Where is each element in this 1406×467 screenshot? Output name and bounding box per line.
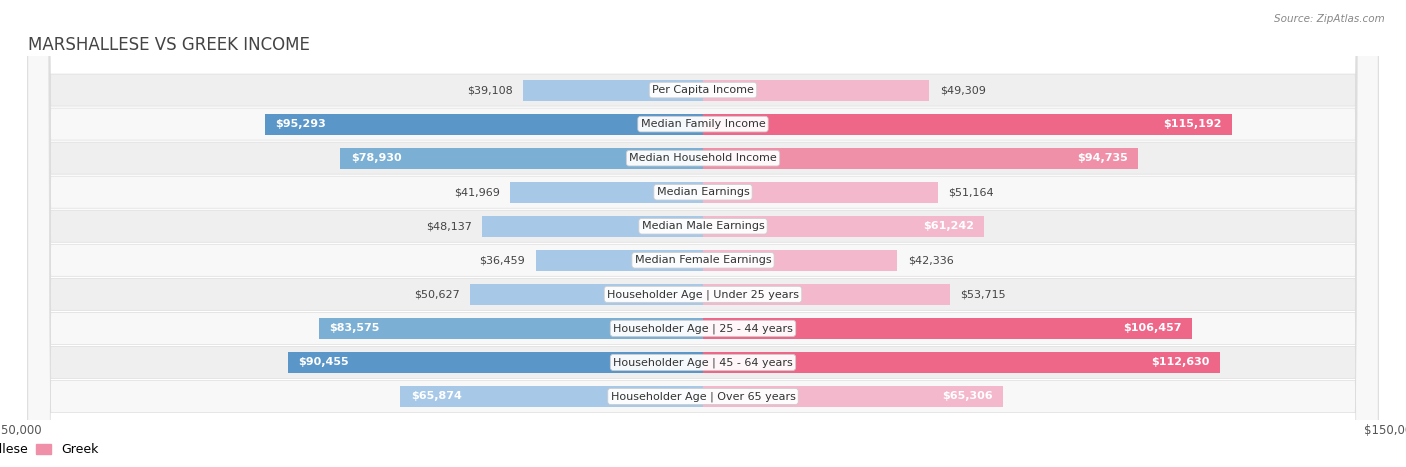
Text: $42,336: $42,336	[908, 255, 953, 265]
Text: $50,627: $50,627	[415, 290, 460, 299]
Text: $51,164: $51,164	[948, 187, 994, 197]
Bar	[703, 352, 1220, 373]
FancyBboxPatch shape	[28, 0, 1378, 467]
Text: Median Family Income: Median Family Income	[641, 119, 765, 129]
Bar	[340, 148, 703, 169]
Text: $49,309: $49,309	[939, 85, 986, 95]
Text: $94,735: $94,735	[1077, 153, 1128, 163]
Text: $83,575: $83,575	[329, 323, 380, 333]
FancyBboxPatch shape	[28, 0, 1378, 467]
FancyBboxPatch shape	[28, 0, 1378, 467]
Text: $90,455: $90,455	[298, 357, 349, 368]
Bar	[703, 182, 938, 203]
Text: Median Female Earnings: Median Female Earnings	[634, 255, 772, 265]
Text: $78,930: $78,930	[352, 153, 402, 163]
FancyBboxPatch shape	[28, 0, 1378, 467]
Text: $41,969: $41,969	[454, 187, 501, 197]
Bar	[523, 79, 703, 100]
Text: $95,293: $95,293	[276, 119, 326, 129]
Text: Householder Age | Under 25 years: Householder Age | Under 25 years	[607, 289, 799, 300]
Text: $39,108: $39,108	[467, 85, 513, 95]
Bar	[536, 250, 703, 271]
Bar	[482, 216, 703, 237]
Text: $48,137: $48,137	[426, 221, 471, 231]
Bar	[401, 386, 703, 407]
Text: $106,457: $106,457	[1123, 323, 1181, 333]
Text: Median Male Earnings: Median Male Earnings	[641, 221, 765, 231]
Bar	[703, 79, 929, 100]
FancyBboxPatch shape	[28, 0, 1378, 467]
Text: Householder Age | 45 - 64 years: Householder Age | 45 - 64 years	[613, 357, 793, 368]
Bar	[319, 318, 703, 339]
Text: MARSHALLESE VS GREEK INCOME: MARSHALLESE VS GREEK INCOME	[28, 36, 309, 54]
Text: Median Earnings: Median Earnings	[657, 187, 749, 197]
Bar	[703, 113, 1232, 134]
Bar	[266, 113, 703, 134]
Bar	[703, 386, 1002, 407]
Bar	[703, 216, 984, 237]
Text: Householder Age | Over 65 years: Householder Age | Over 65 years	[610, 391, 796, 402]
Bar	[510, 182, 703, 203]
Text: $115,192: $115,192	[1163, 119, 1222, 129]
Bar	[288, 352, 703, 373]
Text: $53,715: $53,715	[960, 290, 1005, 299]
FancyBboxPatch shape	[28, 0, 1378, 467]
Text: Median Household Income: Median Household Income	[628, 153, 778, 163]
Text: $65,306: $65,306	[942, 391, 993, 402]
FancyBboxPatch shape	[28, 0, 1378, 467]
Legend: Marshallese, Greek: Marshallese, Greek	[0, 439, 104, 461]
Text: $65,874: $65,874	[411, 391, 461, 402]
Bar	[703, 284, 949, 305]
Bar	[471, 284, 703, 305]
Text: Householder Age | 25 - 44 years: Householder Age | 25 - 44 years	[613, 323, 793, 333]
Text: $61,242: $61,242	[922, 221, 974, 231]
Text: Per Capita Income: Per Capita Income	[652, 85, 754, 95]
Text: Source: ZipAtlas.com: Source: ZipAtlas.com	[1274, 14, 1385, 24]
Bar	[703, 250, 897, 271]
Text: $36,459: $36,459	[479, 255, 526, 265]
FancyBboxPatch shape	[28, 0, 1378, 467]
FancyBboxPatch shape	[28, 0, 1378, 467]
FancyBboxPatch shape	[28, 0, 1378, 467]
Bar	[703, 318, 1192, 339]
Text: $112,630: $112,630	[1152, 357, 1211, 368]
Bar	[703, 148, 1137, 169]
